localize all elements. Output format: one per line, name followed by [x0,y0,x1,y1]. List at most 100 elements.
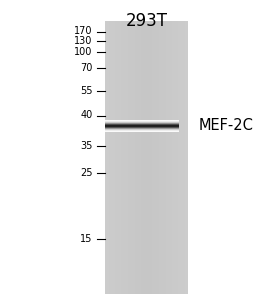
Bar [161,21,162,294]
Bar [172,21,174,294]
Bar [160,21,161,294]
Bar [105,127,179,128]
Bar [185,21,186,294]
Bar [111,21,113,294]
Bar [152,21,154,294]
Bar [105,123,179,124]
Bar [140,21,142,294]
Bar [105,120,179,121]
Text: 55: 55 [80,86,92,97]
Text: 70: 70 [80,63,92,74]
Bar [127,21,128,294]
Bar [112,21,114,294]
Text: 170: 170 [74,26,92,37]
Bar [113,21,115,294]
Bar [124,21,126,294]
Bar [148,21,150,294]
Bar [136,21,137,294]
Bar [145,21,147,294]
Bar [105,128,179,129]
Bar [105,127,179,128]
Bar [105,128,179,129]
Bar [176,21,178,294]
Bar [175,21,177,294]
Bar [186,21,187,294]
Bar [114,21,116,294]
Bar [181,21,182,294]
Bar [110,21,112,294]
Bar [134,21,136,294]
Bar [105,125,179,126]
Text: 293T: 293T [125,12,167,30]
Bar [117,21,119,294]
Bar [143,21,145,294]
Bar [182,21,184,294]
Bar [158,21,159,294]
Bar [109,21,111,294]
Bar [135,21,136,294]
Bar [173,21,175,294]
Bar [105,122,179,123]
Bar [150,21,152,294]
Bar [106,21,107,294]
Bar [182,21,183,294]
Bar [105,120,179,121]
Bar [105,125,179,126]
Bar [166,21,168,294]
Bar [105,123,179,124]
Bar [184,21,185,294]
Bar [105,129,179,130]
Bar [105,129,179,130]
Bar [129,21,130,294]
Bar [105,120,179,121]
Bar [123,21,124,294]
Bar [105,21,107,294]
Bar [168,21,170,294]
Bar [131,21,132,294]
Bar [105,124,179,125]
Bar [174,21,176,294]
Bar [105,130,179,131]
Bar [170,21,172,294]
Bar [137,21,139,294]
Bar [132,21,133,294]
Bar [126,21,127,294]
Bar [105,122,179,123]
Bar [105,124,179,125]
Bar [121,21,123,294]
Bar [144,21,146,294]
Bar [105,130,179,131]
Bar [153,21,155,294]
Text: 35: 35 [80,141,92,152]
Bar [105,128,179,129]
Bar [105,126,179,127]
Bar [105,121,179,122]
Text: MEF-2C: MEF-2C [199,118,254,134]
Bar [147,21,149,294]
Bar [142,21,144,294]
Text: 25: 25 [80,168,92,178]
Bar [159,21,160,294]
Bar [105,131,179,132]
Text: 100: 100 [74,46,92,57]
Bar [105,131,179,132]
Bar [162,21,163,294]
Bar [130,21,131,294]
Bar [105,125,179,126]
Bar [115,21,117,294]
Bar [105,121,179,122]
Bar [105,122,179,123]
Bar [118,21,120,294]
Bar [155,21,156,294]
Bar [105,128,179,129]
Bar [105,130,179,131]
Bar [167,21,169,294]
Text: 15: 15 [80,234,92,244]
Text: 40: 40 [80,110,92,121]
Bar [179,21,181,294]
Text: 130: 130 [74,35,92,46]
Bar [165,21,166,294]
Bar [105,123,179,124]
Bar [105,129,179,130]
Bar [105,126,179,127]
